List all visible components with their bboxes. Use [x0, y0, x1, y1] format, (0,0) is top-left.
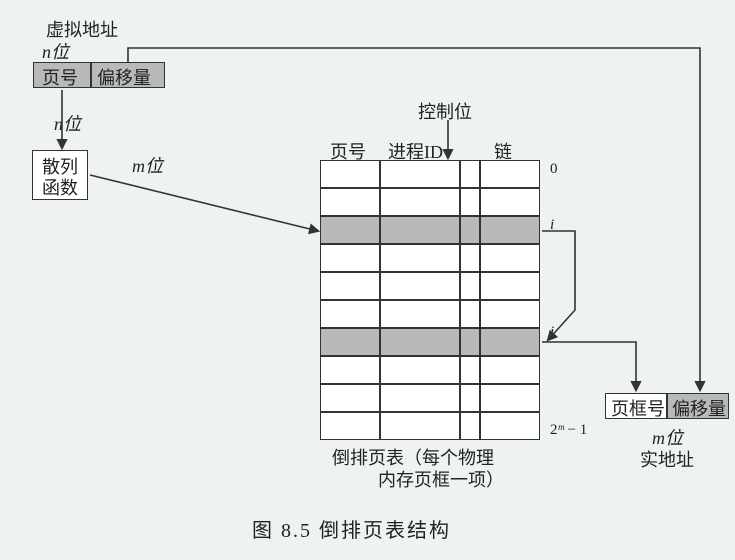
arrows-layer	[0, 0, 735, 560]
